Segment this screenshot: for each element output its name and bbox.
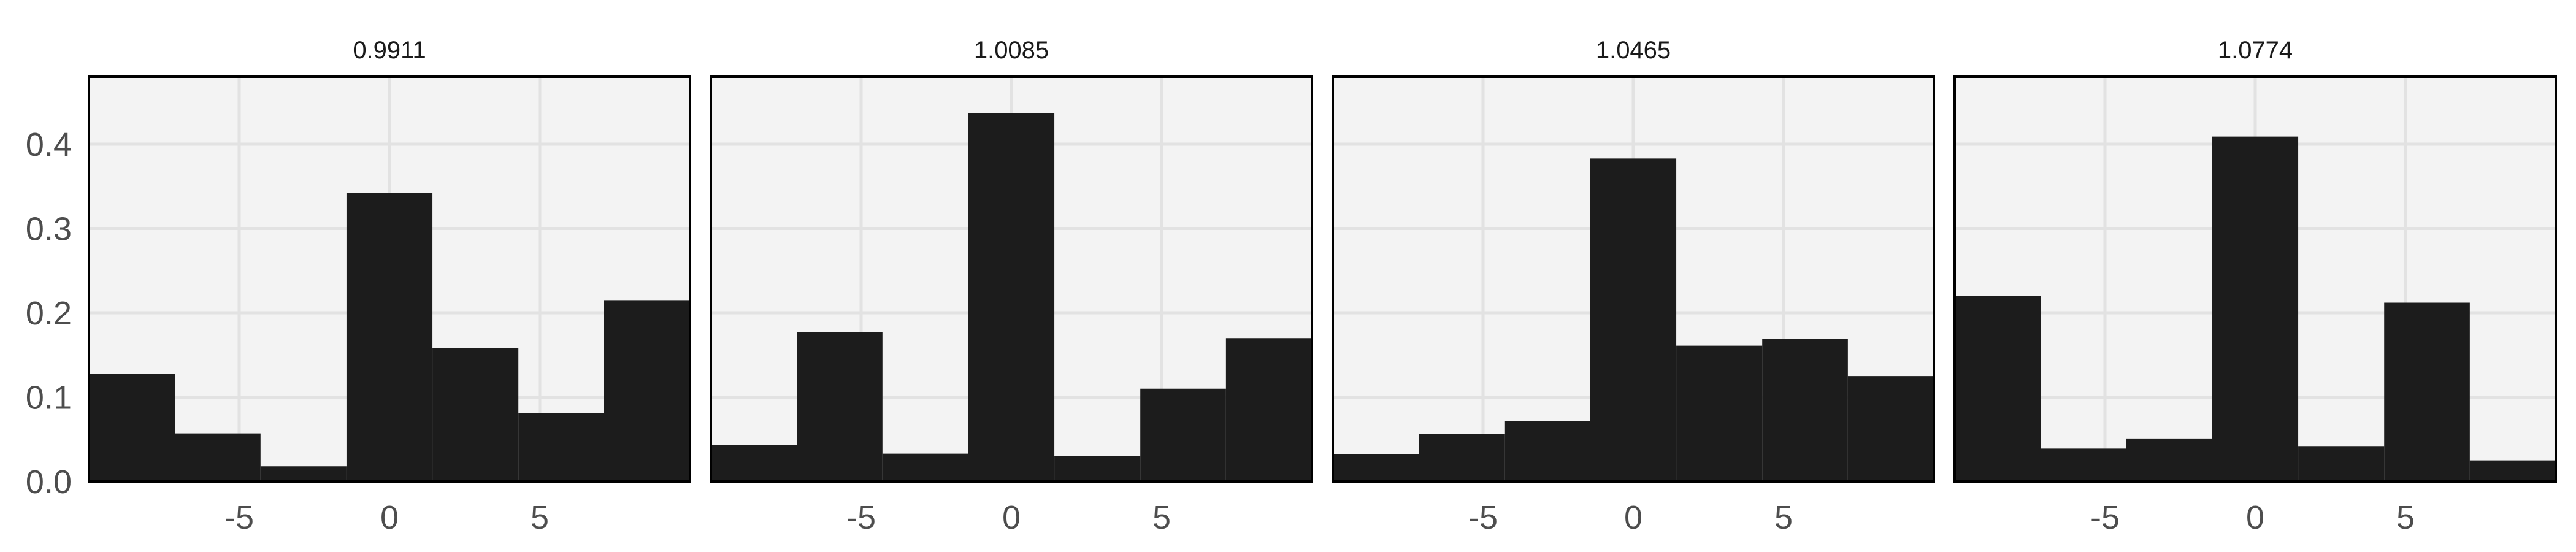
y-tick-label: 0.3	[26, 211, 72, 248]
histogram-bar	[1333, 454, 1419, 481]
histogram-bar	[1590, 158, 1677, 481]
panel-border	[88, 75, 691, 483]
panel-border	[1953, 75, 2557, 483]
y-tick-label: 0.2	[26, 295, 72, 332]
x-tick-label: -5	[846, 499, 876, 536]
facet-panel: 0.9911 -5 0 5	[88, 37, 691, 536]
x-tick-label: 5	[2396, 499, 2415, 536]
histogram-bar	[2298, 446, 2385, 481]
histogram-bar	[1504, 421, 1590, 481]
histogram-bar	[882, 453, 968, 481]
histogram-bar	[175, 433, 261, 481]
histogram-bar	[711, 445, 797, 481]
histogram-bar	[1054, 456, 1141, 481]
histogram-bar	[1676, 345, 1763, 481]
x-tick-label: 0	[2246, 499, 2264, 536]
histogram-bar	[346, 193, 433, 481]
histogram-bar	[1225, 338, 1312, 481]
facet-title: 1.0774	[2218, 37, 2293, 64]
facet-panel: 1.0085 -5 0 5	[710, 37, 1313, 536]
x-tick-label: 0	[1624, 499, 1643, 536]
y-tick-label: 0.0	[26, 464, 72, 500]
histogram-bar	[260, 466, 347, 481]
panel-border	[710, 75, 1313, 483]
x-tick-label: 5	[1774, 499, 1793, 536]
histogram-bar	[1419, 434, 1505, 481]
histogram-bar	[1762, 339, 1848, 481]
y-tick-label: 0.1	[26, 380, 72, 416]
histogram-bar	[797, 332, 883, 481]
histogram-bar	[432, 348, 519, 481]
facet-panel: 1.0465 -5 0 5	[1332, 37, 1935, 536]
histogram-bar	[2469, 460, 2556, 481]
facet-title: 1.0465	[1596, 37, 1671, 64]
histogram-bar	[2126, 438, 2212, 481]
histogram-bar	[1955, 296, 2041, 481]
x-tick-label: -5	[224, 499, 254, 536]
histogram-bar	[2041, 448, 2126, 481]
panel-border	[1332, 75, 1935, 483]
y-tick-label: 0.4	[26, 126, 72, 163]
histogram-bar	[1140, 388, 1226, 481]
x-tick-label: 0	[1002, 499, 1021, 536]
x-tick-label: 5	[1152, 499, 1171, 536]
histogram-bar	[1847, 376, 1934, 481]
histogram-bar	[968, 113, 1055, 481]
histogram-bar	[89, 374, 175, 481]
facet-panel: 1.0774 -5 0 5	[1953, 37, 2557, 536]
histogram-bar	[2384, 302, 2470, 481]
x-tick-label: 0	[380, 499, 399, 536]
x-tick-label: 5	[531, 499, 549, 536]
facet-title: 1.0085	[974, 37, 1049, 64]
histogram-bar	[2212, 136, 2299, 481]
x-tick-label: -5	[2090, 499, 2120, 536]
x-tick-label: -5	[1468, 499, 1498, 536]
facet-title: 0.9911	[353, 37, 426, 64]
histogram-bar	[604, 300, 690, 481]
histogram-bar	[518, 413, 604, 481]
